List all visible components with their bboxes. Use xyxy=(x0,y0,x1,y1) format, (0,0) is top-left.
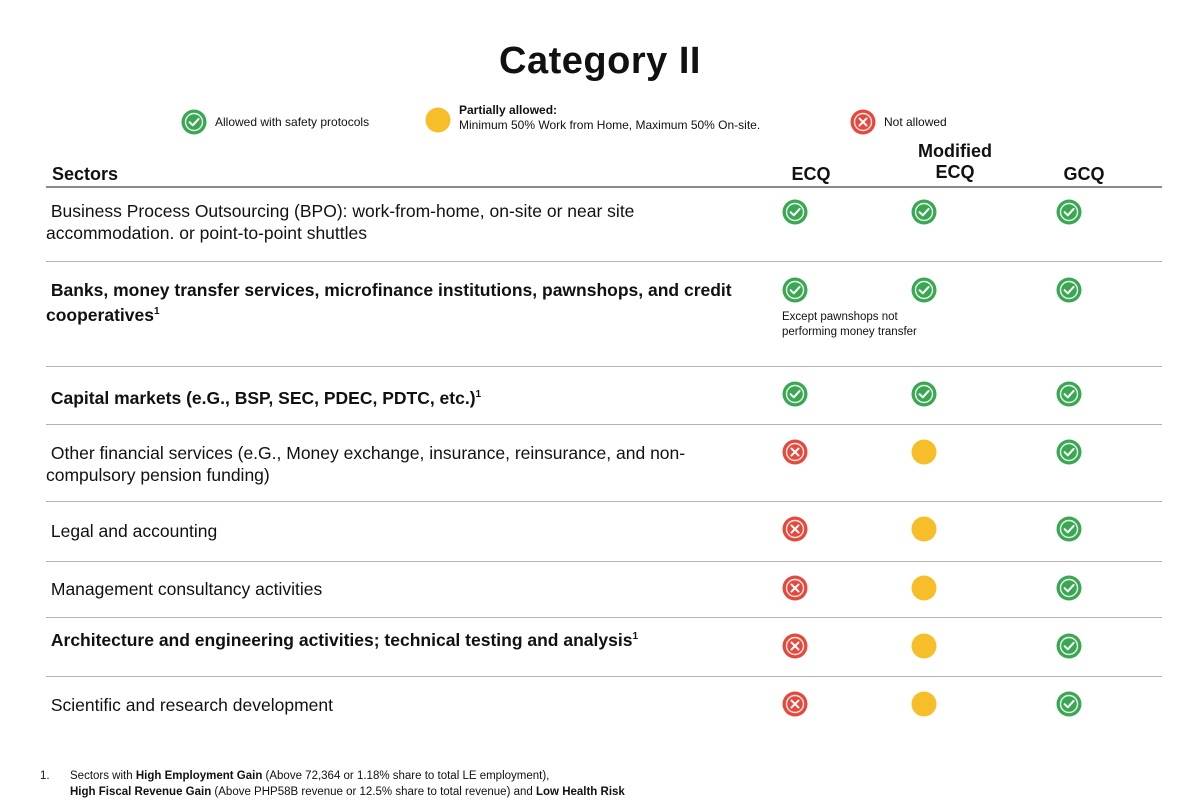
column-header-mecq-line1: Modified xyxy=(918,141,992,161)
check-circle-icon xyxy=(782,381,808,407)
sector-label-text: Banks, money transfer services, microfin… xyxy=(46,280,732,325)
partial-circle-icon xyxy=(911,691,937,717)
check-circle-icon xyxy=(911,277,937,303)
check-circle-icon xyxy=(1056,633,1082,659)
sector-label: Legal and accounting xyxy=(46,520,761,542)
legend-partial-text: Minimum 50% Work from Home, Maximum 50% … xyxy=(459,118,761,132)
sector-label: Scientific and research development xyxy=(46,694,761,716)
row-divider xyxy=(46,261,1162,262)
legend-allowed: Allowed with safety protocols xyxy=(181,109,369,135)
sector-label: Architecture and engineering activities;… xyxy=(46,626,761,651)
sector-label-text: Architecture and engineering activities;… xyxy=(50,629,633,650)
sector-label-text: Scientific and research development xyxy=(50,695,333,715)
footnote-marker: 1 xyxy=(475,389,482,400)
cross-circle-icon xyxy=(782,575,808,601)
check-circle-icon xyxy=(181,109,207,135)
partial-circle-icon xyxy=(911,516,937,542)
cross-circle-icon xyxy=(782,516,808,542)
partial-circle-icon xyxy=(911,439,937,465)
footnote-marker: 1 xyxy=(632,631,638,642)
row-divider xyxy=(46,366,1162,367)
sector-label-text: Business Process Outsourcing (BPO): work… xyxy=(46,201,635,243)
partial-circle-icon xyxy=(911,575,937,601)
column-header-mecq: Modified ECQ xyxy=(900,141,1010,183)
sector-label: Banks, money transfer services, microfin… xyxy=(46,279,761,326)
footnote-number: 1. xyxy=(40,770,50,782)
column-header-ecq: ECQ xyxy=(791,164,831,184)
row-divider xyxy=(46,676,1162,677)
sector-label-text: Management consultancy activities xyxy=(50,579,323,599)
check-circle-icon xyxy=(1056,691,1082,717)
check-circle-icon xyxy=(911,381,937,407)
header-divider xyxy=(46,186,1162,188)
sector-label-text: Capital markets (e.G., BSP, SEC, PDEC, P… xyxy=(50,387,476,408)
check-circle-icon xyxy=(1056,516,1082,542)
check-circle-icon xyxy=(1056,277,1082,303)
footnote-emphasis: High Fiscal Revenue Gain xyxy=(70,786,212,798)
check-circle-icon xyxy=(1056,575,1082,601)
check-circle-icon xyxy=(782,277,808,303)
sector-label-text: Legal and accounting xyxy=(50,521,218,541)
page-title: Category II xyxy=(499,40,701,82)
sector-label: Capital markets (e.G., BSP, SEC, PDEC, P… xyxy=(46,384,761,409)
row-divider xyxy=(46,617,1162,618)
partial-circle-icon xyxy=(911,633,937,659)
sector-label: Other financial services (e.G., Money ex… xyxy=(46,442,761,486)
footnote-text: (Above 72,364 or 1.18% share to total LE… xyxy=(262,770,550,782)
row-divider xyxy=(46,501,1162,502)
footnote-emphasis: High Employment Gain xyxy=(135,770,263,782)
row-divider xyxy=(46,424,1162,425)
legend-allowed-label: Allowed with safety protocols xyxy=(215,114,370,129)
footnote: 1. Sectors with High Employment Gain (Ab… xyxy=(40,768,625,800)
legend-partial-title: Partially allowed: xyxy=(459,103,558,117)
legend-partial: Partially allowed: Minimum 50% Work from… xyxy=(425,103,760,133)
legend-not-allowed: Not allowed xyxy=(850,109,947,135)
check-circle-icon xyxy=(911,199,937,225)
column-header-mecq-line2: ECQ xyxy=(935,162,975,182)
cross-circle-icon xyxy=(782,633,808,659)
sector-label: Management consultancy activities xyxy=(46,578,761,600)
column-header-gcq: GCQ xyxy=(1063,164,1105,184)
check-circle-icon xyxy=(782,199,808,225)
sector-label: Business Process Outsourcing (BPO): work… xyxy=(46,200,761,244)
legend-not-allowed-label: Not allowed xyxy=(884,114,947,129)
cross-circle-icon xyxy=(782,439,808,465)
check-circle-icon xyxy=(1056,199,1082,225)
footnote-text: Sectors with xyxy=(70,770,136,782)
footnote-text: (Above PHP58B revenue or 12.5% share to … xyxy=(211,786,536,798)
partial-circle-icon xyxy=(425,107,451,133)
row-divider xyxy=(46,561,1162,562)
footnote-marker: 1 xyxy=(153,306,160,317)
sector-label-text: Other financial services (e.G., Money ex… xyxy=(46,443,686,485)
cross-circle-icon xyxy=(850,109,876,135)
column-header-sectors: Sectors xyxy=(52,164,119,184)
ecq-note: Except pawnshops not performing money tr… xyxy=(782,311,917,338)
check-circle-icon xyxy=(1056,381,1082,407)
check-circle-icon xyxy=(1056,439,1082,465)
footnote-emphasis: Low Health Risk xyxy=(536,786,625,798)
cross-circle-icon xyxy=(782,691,808,717)
